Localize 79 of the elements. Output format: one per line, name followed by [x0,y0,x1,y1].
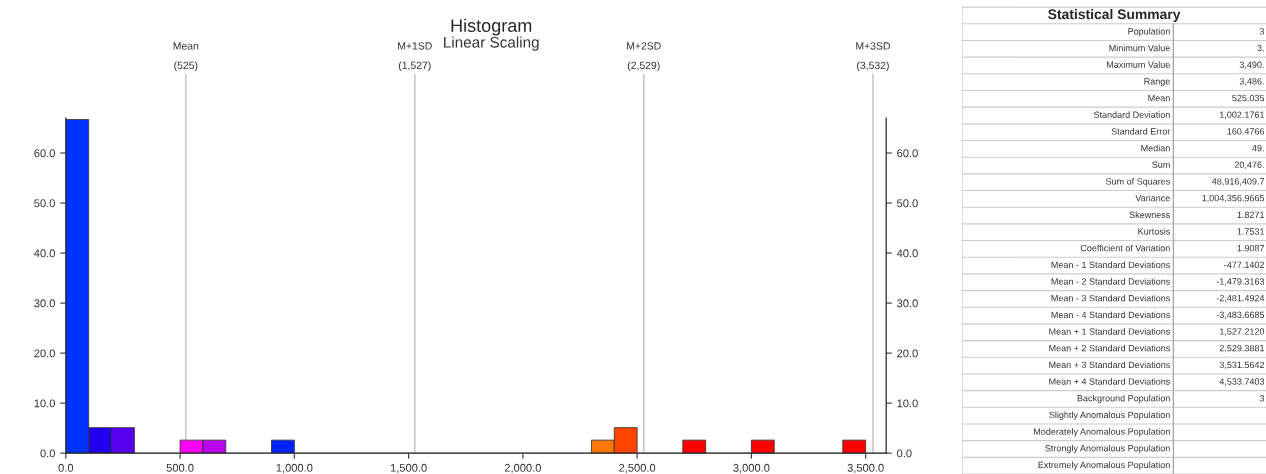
text: 48,916,409.7 [1211,178,1265,186]
category-label: Mean - 2 Standard Deviations [1051,278,1170,285]
x-tick-label: 2,500.0 [619,463,656,474]
category-label: Mean + 3 Standard Deviations [1049,361,1170,369]
y-tick-label: 40.0 [34,249,55,258]
text: 1.8271 [1237,211,1265,218]
category-label: Mean + 2 Standard Deviations [1049,344,1170,352]
text: 4,533.7403 [1219,378,1265,386]
x-tick-label: 3,500.0 [847,463,884,474]
y2-tick-label: 50.0 [897,199,918,208]
x-tick-label: 500.0 [166,463,194,472]
text: -1,479.3163 [1216,278,1265,286]
category-label: Mean - 1 Standard Deviations [1051,261,1170,268]
y-tick-label: 50.0 [34,199,55,208]
category-label: Sum of Squares [1105,178,1170,187]
x-tick-label: 0.0 [58,463,74,472]
y2-tick-label: 30.0 [897,299,918,308]
x-tick-label: 2,000.0 [504,463,541,474]
category-label: Mean - 3 Standard Deviations [1051,294,1170,302]
text: -2,481.4924 [1216,294,1265,303]
text: 3,531.5642 [1219,361,1265,370]
text: Statistical Summary [1048,8,1181,22]
category-label: Mean - 4 Standard Deviations [1051,311,1170,319]
text: 160.4766 [1227,128,1265,135]
category-label: Range [1144,78,1170,87]
y2-tick-label: 60.0 [897,149,918,158]
category-label: Mean [1148,94,1170,102]
ref-line-label: M+2SD (2,529) [627,42,661,72]
category-label: Moderately Anomalous Population [1034,428,1170,437]
text: 3,486. [1239,78,1264,86]
y-tick-label: 30.0 [34,299,55,308]
category-label: Skewness [1129,211,1170,218]
y2-tick-label: 20.0 [897,349,918,358]
y-tick-label: 0.0 [40,449,55,458]
x-tick-label: 3,000.0 [733,463,770,474]
text: 20,476. [1234,161,1264,170]
category-label: Standard Error [1111,127,1171,135]
y-tick-label: 10.0 [34,399,55,408]
chart-subtitle: Linear Scaling [444,36,539,51]
y2-tick-label: 0.0 [897,449,912,458]
y-tick-label: 60.0 [34,149,55,158]
category-label: Median [1141,144,1170,152]
category-label: Maximum Value [1106,61,1170,68]
text: 1.7531 [1237,228,1265,235]
ref-line-label: M+3SD (3,532) [856,42,890,72]
text: 525.035 [1232,94,1265,102]
text: 3. [1257,44,1264,52]
y2-tick-label: 40.0 [896,249,918,258]
text: 1,004,356.9665 [1202,194,1265,203]
text: -3,483.6685 [1216,311,1265,320]
y-tick-label: 20.0 [34,349,55,358]
text: 1.9087 [1237,244,1265,252]
text: 1,527.2120 [1219,328,1265,336]
category-label: Mean + 4 Standard Deviations [1049,378,1170,385]
category-label: Sum [1152,161,1170,168]
category-label: Coefficient of Variation [1080,244,1170,252]
text: 3 [1259,394,1265,402]
category-label: Standard Deviation [1093,111,1170,118]
category-label: Background Population [1077,394,1170,404]
x-tick-label: 1,000.0 [276,463,313,474]
chart-title: Histogram [451,18,532,36]
ref-line-label: M+1SD (1,527) [398,42,432,72]
ref-line-label: Mean (525) [173,42,199,72]
text: 49. [1252,144,1264,152]
text: 3,490. [1239,61,1264,69]
y2-tick-label: 10.0 [897,399,918,408]
category-label: Minimum Value [1109,44,1170,52]
category-label: Strongly Anomalous Population [1045,444,1170,454]
category-label: Population [1128,27,1170,37]
x-tick-label: 1,500.0 [390,463,427,474]
category-label: Extremely Anomalous Population [1038,461,1170,470]
text: -477.1402 [1224,261,1265,268]
category-label: Slightly Anomalous Population [1049,411,1170,420]
text: 1,002.1761 [1219,111,1265,119]
text: 2,529.3881 [1219,344,1265,353]
category-label: Kurtosis [1138,228,1170,235]
category-label: Mean + 1 Standard Deviations [1049,328,1170,335]
text: 3 [1259,28,1265,35]
category-label: Variance [1135,194,1170,202]
